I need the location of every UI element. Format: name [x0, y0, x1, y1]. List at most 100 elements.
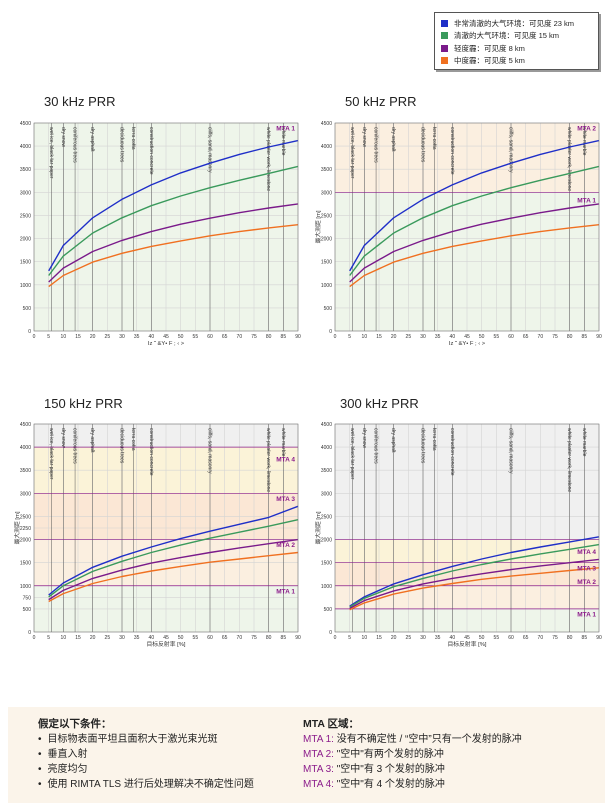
x-tick-label: 70 — [237, 635, 243, 641]
material-annotation: cliffs, sand, masonry — [508, 127, 514, 173]
mta-item: MTA 2: "空中"有两个发射的脉冲 — [303, 747, 522, 762]
mta-label: MTA 2 — [276, 542, 295, 549]
material-annotation: construction concrete — [148, 428, 154, 476]
x-tick-label: 65 — [222, 334, 228, 340]
x-tick-label: 40 — [149, 334, 155, 340]
material-annotation: white marble — [581, 428, 587, 457]
material-annotation: white plaster work, limestone — [566, 127, 572, 191]
chart-150khz: wet ice, black tar paper dry snow conifero… — [8, 418, 302, 648]
material-annotation: terra cotta — [431, 127, 437, 150]
mta-key: MTA 4: — [303, 779, 334, 790]
legend-swatch-23km — [441, 19, 448, 27]
material-annotation: coniferous trees — [373, 428, 379, 464]
material-annotation: dry snow — [361, 428, 367, 448]
x-tick-label: 70 — [538, 635, 544, 641]
material-annotation: dry asphalt — [89, 428, 95, 453]
material-annotation: coniferous trees — [72, 428, 78, 464]
legend-label-8km: 轻度霾：可见度 8 km — [454, 43, 525, 53]
y-tick-label: 2500 — [20, 213, 31, 219]
range-curve — [349, 203, 600, 283]
x-tick-label: 80 — [266, 635, 272, 641]
material-annotation: white marble — [280, 428, 286, 457]
chart-title-150khz: 150 kHz PRR — [44, 396, 123, 411]
mta-text: "空中"有 3 个发射的脉冲 — [336, 764, 445, 775]
x-tick-label: 50 — [479, 334, 485, 340]
x-tick-label: 55 — [193, 635, 199, 641]
chart-30khz-svg: wet ice, black tar paper dry snow conifero… — [20, 121, 301, 347]
x-tick-label: 30 — [420, 635, 426, 641]
x-tick-label: 85 — [281, 334, 287, 340]
x-tick-label: 75 — [552, 635, 558, 641]
x-tick-label: 35 — [435, 635, 441, 641]
y-tick-label: 1500 — [321, 561, 332, 567]
mta-label: MTA 4 — [577, 549, 596, 556]
x-tick-label: 30 — [119, 334, 125, 340]
x-tick-label: 50 — [178, 334, 184, 340]
chart-50khz-svg: wet ice, black tar paper dry snow conifero… — [314, 121, 602, 347]
y-tick-label: 2000 — [20, 538, 31, 544]
x-tick-label: 0 — [33, 635, 36, 641]
x-tick-label: 25 — [406, 635, 412, 641]
mta-label: MTA 1 — [276, 126, 295, 133]
x-tick-label: 55 — [494, 334, 500, 340]
x-tick-label: 35 — [435, 334, 441, 340]
y-tick-label: 2500 — [321, 514, 332, 520]
y-tick-label: 500 — [23, 607, 32, 613]
x-tick-label: 15 — [75, 334, 81, 340]
x-tick-label: 90 — [295, 635, 301, 641]
material-annotation: wet ice, black tar paper — [48, 428, 54, 480]
range-curve — [48, 519, 299, 598]
x-tick-label: 75 — [251, 635, 257, 641]
y-tick-label: 3000 — [20, 491, 31, 497]
x-tick-label: 45 — [163, 334, 169, 340]
material-annotation: deciduous trees — [420, 127, 426, 163]
y-tick-label: 1000 — [321, 283, 332, 289]
x-tick-label: 20 — [90, 635, 96, 641]
x-tick-label: 90 — [295, 334, 301, 340]
range-curve — [349, 558, 600, 610]
y-tick-label: 4500 — [321, 121, 332, 127]
mta-text: "空中"有 4 个发射的脉冲 — [336, 779, 445, 790]
range-curve — [349, 224, 600, 288]
mta-item: MTA 1: 没有不确定性 / “空中”只有一个发射的脉冲 — [303, 732, 522, 747]
x-tick-label: 30 — [420, 334, 426, 340]
x-tick-label: 75 — [251, 334, 257, 340]
legend-label-15km: 清澈的大气环境：可见度 15 km — [454, 31, 560, 41]
y-tick-label: 500 — [23, 306, 32, 312]
material-annotation: dry snow — [361, 127, 367, 147]
legend-item-5km: 中度霾：可见度 5 km — [441, 55, 592, 68]
x-tick-label: 20 — [391, 635, 397, 641]
y-tick-label: 3000 — [321, 491, 332, 497]
material-annotation: cliffs, sand, masonry — [207, 428, 213, 474]
material-annotation: white marble — [280, 127, 286, 156]
mta-key: MTA 3: — [303, 764, 334, 775]
y-tick-label: 3500 — [20, 468, 31, 474]
y-tick-label: 3500 — [20, 167, 31, 173]
chart-50khz: wet ice, black tar paper dry snow conifero… — [309, 117, 603, 347]
material-annotation: cliffs, sand, masonry — [508, 428, 514, 474]
y-tick-label: 500 — [324, 607, 333, 613]
range-curve — [48, 165, 299, 276]
y-tick-label: 1000 — [321, 584, 332, 590]
y-tick-label: 4000 — [20, 144, 31, 150]
mta-label: MTA 1 — [276, 588, 295, 595]
mta-text: 没有不确定性 / “空中”只有一个发射的脉冲 — [336, 734, 522, 745]
x-tick-label: 5 — [348, 635, 351, 641]
x-tick-label: 45 — [464, 635, 470, 641]
x-tick-label: 40 — [450, 334, 456, 340]
mta-key: MTA 1: — [303, 734, 334, 745]
range-curve — [349, 536, 600, 607]
y-tick-label: 1000 — [20, 283, 31, 289]
legend-item-23km: 非常清澈的大气环境：可见度 23 km — [441, 17, 592, 30]
y-tick-label: 0 — [329, 630, 332, 636]
x-tick-label: 10 — [362, 334, 368, 340]
chart-title-30khz: 30 kHz PRR — [44, 94, 116, 109]
y-tick-label: 1500 — [20, 260, 31, 266]
y-axis-label: 最大测距 [m] — [314, 210, 322, 243]
legend-label-5km: 中度霾：可见度 5 km — [454, 56, 525, 66]
mta-label: MTA 1 — [577, 612, 596, 619]
x-tick-label: 15 — [376, 635, 382, 641]
x-tick-label: 0 — [334, 635, 337, 641]
legend-label-23km: 非常清澈的大气环境：可见度 23 km — [454, 18, 575, 28]
x-tick-label: 60 — [207, 334, 213, 340]
